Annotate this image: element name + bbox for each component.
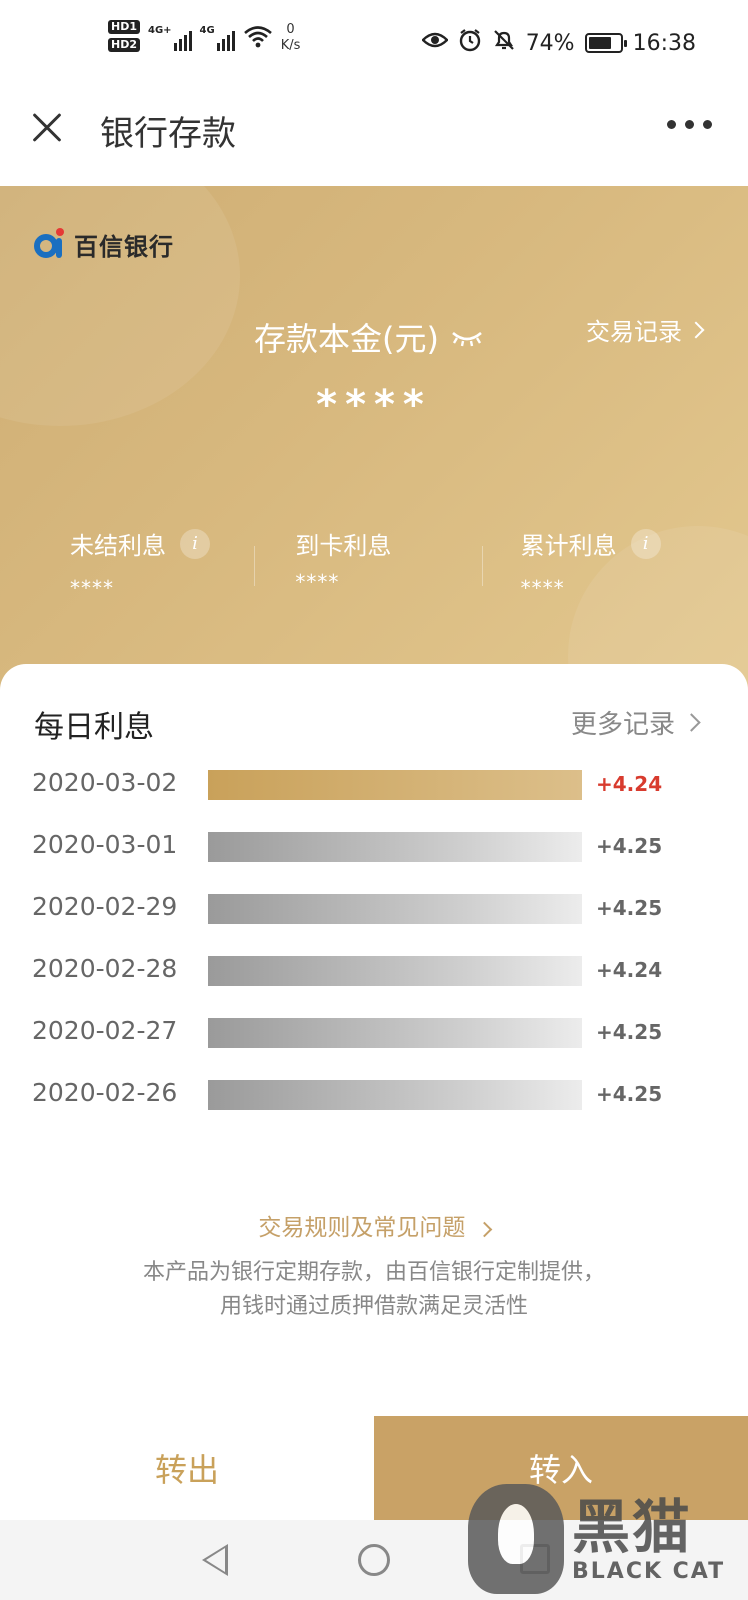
page-title: 银行存款 bbox=[100, 114, 236, 154]
system-nav-bar bbox=[0, 1520, 748, 1600]
chevron-right-icon bbox=[476, 1221, 492, 1238]
principal-label-group: 存款本金(元) bbox=[254, 314, 483, 360]
interest-bar bbox=[208, 956, 582, 986]
interest-bar bbox=[208, 1080, 582, 1110]
info-icon[interactable]: i bbox=[180, 528, 210, 559]
back-icon[interactable] bbox=[202, 1544, 228, 1576]
account-summary-card: 百信银行 存款本金(元) 交易记录 **** 未结利息 i **** 到卡利息 … bbox=[0, 186, 748, 706]
battery-icon bbox=[584, 33, 627, 53]
received-interest-label: 到卡利息 bbox=[295, 532, 392, 560]
principal-value: **** bbox=[316, 382, 432, 428]
app-header: 银行存款 bbox=[0, 86, 748, 186]
speed-value: 0 bbox=[286, 22, 295, 37]
bank-logo-icon bbox=[32, 226, 68, 262]
row-date: 2020-02-26 bbox=[32, 1078, 178, 1107]
daily-interest-row: 2020-02-29 +4.25 bbox=[0, 880, 748, 942]
daily-interest-row: 2020-02-28 +4.24 bbox=[0, 942, 748, 1004]
row-amount: +4.24 bbox=[596, 772, 663, 796]
watermark-cn: 黑猫 bbox=[572, 1492, 693, 1561]
battery-percent: 74% bbox=[525, 30, 575, 56]
total-interest-value: **** bbox=[520, 576, 565, 600]
black-cat-watermark: 黑猫 BLACK CAT bbox=[468, 1480, 738, 1598]
daily-interest-title: 每日利息 bbox=[34, 710, 154, 745]
divider bbox=[482, 546, 483, 586]
received-interest-value: **** bbox=[295, 570, 340, 594]
interest-bar bbox=[208, 770, 582, 800]
faq-label: 交易规则及常见问题 bbox=[258, 1215, 466, 1241]
chevron-right-icon bbox=[687, 321, 705, 338]
mute-bell-icon bbox=[492, 28, 516, 58]
signal-icon-sim2: 4G bbox=[200, 25, 235, 51]
unsettled-interest-value: **** bbox=[70, 576, 114, 600]
bank-logo: 百信银行 bbox=[32, 226, 174, 262]
battery-fill bbox=[588, 37, 611, 49]
speed-unit: K/s bbox=[280, 38, 301, 53]
network-type-2: 4G bbox=[199, 25, 215, 36]
daily-interest-row: 2020-02-27 +4.25 bbox=[0, 1004, 748, 1066]
wifi-icon bbox=[243, 24, 273, 53]
hd-indicator: HD1 HD2 bbox=[108, 20, 140, 56]
received-interest: 到卡利息 **** bbox=[249, 526, 498, 606]
watermark-en: BLACK CAT bbox=[572, 1558, 726, 1584]
daily-interest-row: 2020-03-02 +4.24 bbox=[0, 756, 748, 818]
row-amount: +4.25 bbox=[596, 1020, 663, 1044]
row-amount: +4.25 bbox=[596, 1082, 663, 1106]
interest-summary: 未结利息 i **** 到卡利息 **** 累计利息 i **** bbox=[0, 526, 748, 606]
status-right: 74% 16:38 bbox=[420, 28, 696, 58]
interest-bar bbox=[208, 832, 582, 862]
eye-closed-icon[interactable] bbox=[451, 329, 483, 347]
principal-label: 存款本金(元) bbox=[254, 320, 439, 358]
eye-comfort-icon bbox=[420, 30, 449, 56]
network-speed: 0 K/s bbox=[281, 22, 301, 54]
total-interest-label: 累计利息 bbox=[520, 532, 617, 560]
row-date: 2020-02-28 bbox=[32, 954, 178, 983]
daily-interest-list: 2020-03-02 +4.24 2020-03-01 +4.25 2020-02-29… bbox=[0, 756, 748, 1128]
row-amount: +4.25 bbox=[596, 834, 663, 858]
info-icon[interactable]: i bbox=[630, 528, 661, 559]
cat-logo-icon bbox=[468, 1484, 564, 1594]
interest-bar bbox=[208, 1018, 582, 1048]
hd1-label: HD1 bbox=[108, 20, 140, 34]
chevron-right-icon bbox=[682, 713, 701, 732]
daily-interest-row: 2020-03-01 +4.25 bbox=[0, 818, 748, 880]
more-records-label: 更多记录 bbox=[570, 710, 675, 740]
daily-interest-row: 2020-02-26 +4.25 bbox=[0, 1066, 748, 1128]
network-type-1: 4G+ bbox=[148, 25, 172, 36]
faq-link[interactable]: 交易规则及常见问题 bbox=[0, 1208, 748, 1242]
clock: 16:38 bbox=[632, 30, 696, 56]
signal-icon-sim1: 4G+ bbox=[148, 25, 192, 51]
row-date: 2020-02-27 bbox=[32, 1016, 178, 1045]
home-icon[interactable] bbox=[358, 1544, 390, 1576]
unsettled-interest: 未结利息 i **** bbox=[0, 526, 249, 606]
transaction-records-link[interactable]: 交易记录 bbox=[586, 312, 705, 347]
status-left: HD1 HD2 4G+ 4G 0 K/s bbox=[108, 20, 300, 56]
product-disclaimer: 本产品为银行定期存款，由百信银行定制提供， 用钱时通过质押借款满足灵活性 bbox=[0, 1256, 748, 1324]
close-icon[interactable] bbox=[26, 108, 66, 148]
status-bar: HD1 HD2 4G+ 4G 0 K/s 74% bbox=[0, 0, 748, 86]
row-amount: +4.24 bbox=[596, 958, 663, 982]
unsettled-interest-label: 未结利息 bbox=[70, 532, 166, 560]
transfer-in-button[interactable]: 转入 bbox=[374, 1416, 748, 1520]
row-date: 2020-03-01 bbox=[32, 830, 178, 859]
total-interest: 累计利息 i **** bbox=[499, 526, 748, 606]
row-date: 2020-03-02 bbox=[32, 768, 178, 797]
more-records-link[interactable]: 更多记录 bbox=[570, 704, 701, 741]
disclaimer-line-1: 本产品为银行定期存款，由百信银行定制提供， bbox=[142, 1260, 605, 1285]
row-date: 2020-02-29 bbox=[32, 892, 178, 921]
hd2-label: HD2 bbox=[108, 38, 140, 52]
alarm-icon bbox=[458, 28, 482, 58]
transaction-records-label: 交易记录 bbox=[586, 318, 682, 346]
interest-bar bbox=[208, 894, 582, 924]
divider bbox=[254, 546, 255, 586]
bank-name: 百信银行 bbox=[74, 232, 174, 261]
disclaimer-line-2: 用钱时通过质押借款满足灵活性 bbox=[219, 1294, 528, 1319]
row-amount: +4.25 bbox=[596, 896, 663, 920]
daily-interest-panel: 每日利息 更多记录 2020-03-02 +4.24 2020-03-01 +4.25… bbox=[0, 664, 748, 1514]
more-options-icon[interactable] bbox=[667, 120, 712, 129]
transfer-out-button[interactable]: 转出 bbox=[0, 1416, 374, 1520]
